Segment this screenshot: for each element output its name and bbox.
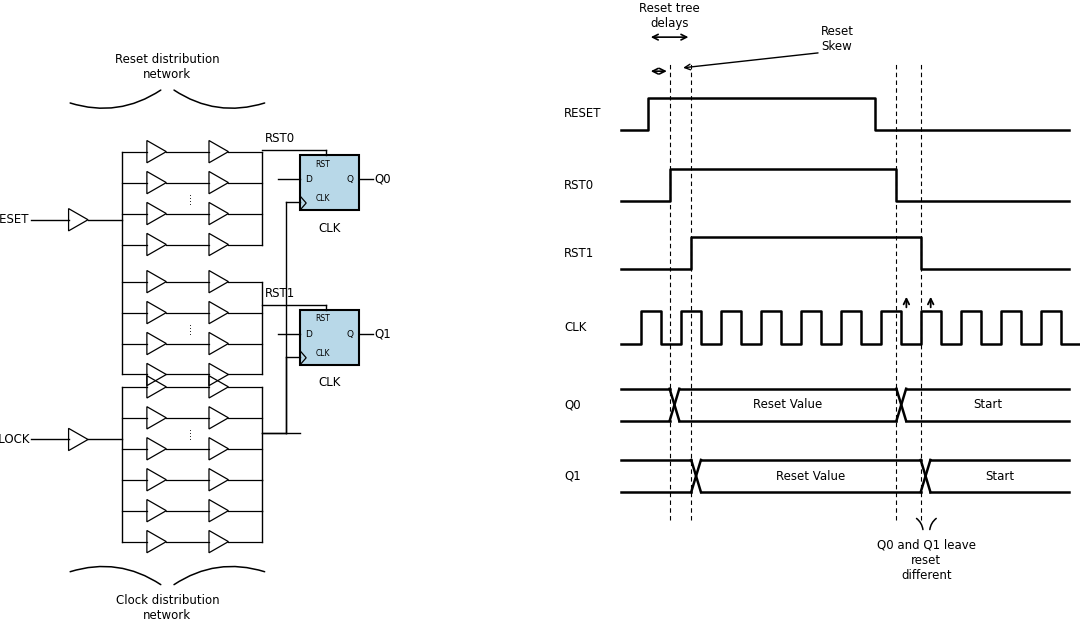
Text: Clock distribution
network: Clock distribution network	[116, 594, 219, 619]
Text: Q0: Q0	[375, 173, 391, 186]
Text: Q: Q	[347, 175, 354, 184]
Text: Q0 and Q1 leave
reset
different: Q0 and Q1 leave reset different	[877, 539, 976, 581]
Text: Q: Q	[347, 329, 354, 339]
Text: ....: ....	[183, 192, 192, 204]
Text: ....: ....	[183, 427, 192, 439]
Text: Reset Value: Reset Value	[777, 469, 846, 483]
Text: CLK: CLK	[319, 222, 340, 235]
FancyBboxPatch shape	[300, 310, 359, 365]
Text: ....: ....	[183, 322, 192, 334]
Text: Start: Start	[985, 469, 1014, 483]
Text: RESET: RESET	[564, 107, 602, 121]
Text: RST0: RST0	[564, 178, 594, 192]
Text: Reset
Skew: Reset Skew	[821, 25, 854, 53]
Text: D: D	[305, 329, 312, 339]
Text: CLK: CLK	[315, 194, 330, 203]
Text: RESET: RESET	[0, 213, 30, 227]
Text: RST: RST	[315, 160, 329, 169]
Text: RST: RST	[315, 314, 329, 324]
Text: D: D	[305, 175, 312, 184]
Text: Reset distribution
network: Reset distribution network	[116, 53, 219, 81]
Text: CLK: CLK	[319, 376, 340, 389]
Text: CLK: CLK	[315, 348, 330, 358]
Text: Q1: Q1	[564, 469, 581, 483]
Text: Start: Start	[973, 398, 1002, 412]
Text: RST1: RST1	[564, 246, 595, 260]
Text: RST0: RST0	[265, 132, 295, 145]
FancyBboxPatch shape	[300, 155, 359, 210]
Text: Reset tree
delays: Reset tree delays	[639, 2, 700, 30]
Text: Q1: Q1	[375, 327, 391, 340]
Text: CLOCK: CLOCK	[0, 433, 30, 446]
Text: CLK: CLK	[564, 321, 586, 334]
Text: Q0: Q0	[564, 398, 581, 412]
Text: RST1: RST1	[265, 287, 295, 300]
Text: Reset Value: Reset Value	[753, 398, 823, 412]
